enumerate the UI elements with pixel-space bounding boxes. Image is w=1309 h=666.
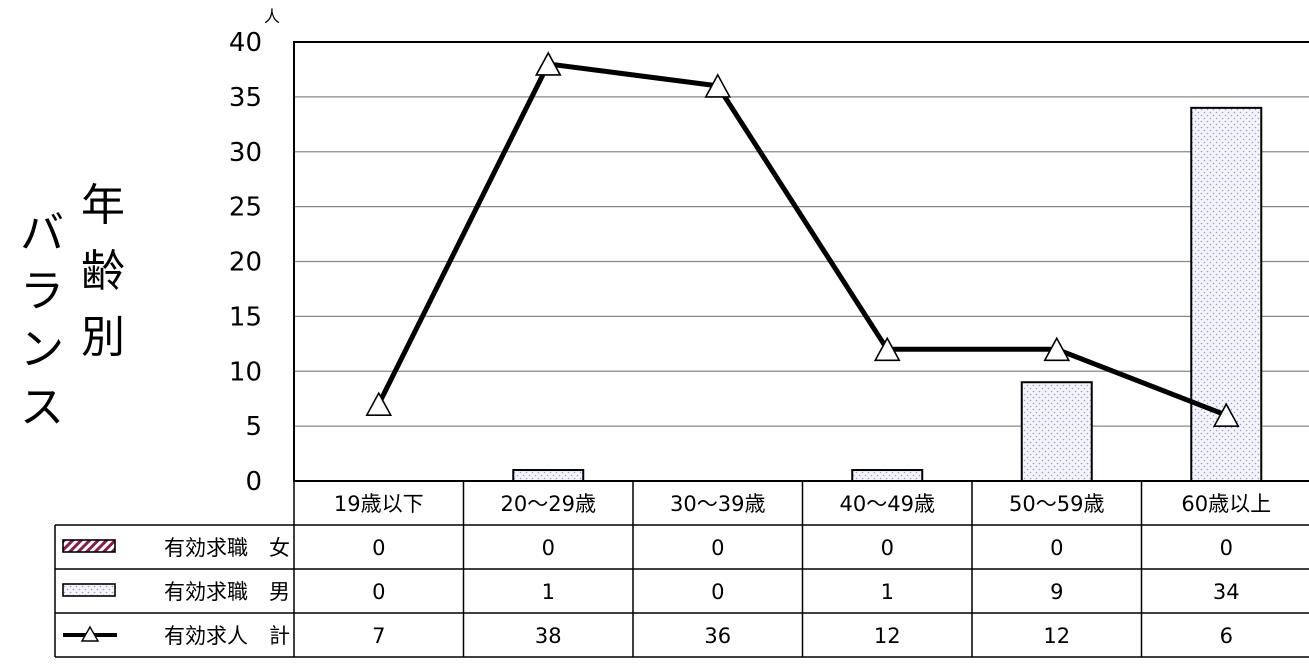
table-cell: 6 — [1220, 624, 1233, 648]
table-cell: 0 — [372, 580, 385, 604]
gridlines — [294, 96, 1309, 427]
table-cell: 0 — [1220, 536, 1233, 560]
line-point — [365, 391, 393, 416]
chart-title-char: ン — [20, 324, 64, 375]
bar — [1020, 381, 1093, 483]
table-cell: 0 — [711, 536, 724, 560]
chart-title-char: バ — [20, 208, 64, 259]
category-label: 50～59歳 — [1009, 492, 1104, 516]
table-cell: 0 — [711, 580, 724, 604]
y-tick-label: 5 — [245, 412, 262, 442]
series-line — [376, 61, 1228, 418]
line-point — [1043, 336, 1071, 362]
legend-key-marker — [80, 625, 100, 642]
legend-key — [62, 583, 116, 597]
table-cell: 12 — [874, 624, 901, 648]
category-label: 30～39歳 — [670, 492, 765, 516]
table-cell: 12 — [1043, 624, 1070, 648]
table-cell: 0 — [542, 536, 555, 560]
series-name: 有効求人 計 — [164, 624, 290, 648]
chart-title-char: ラ — [20, 266, 64, 317]
line-point — [534, 51, 562, 76]
y-axis-ticks: 0 5 10 15 20 25 30 35 40 — [229, 28, 262, 497]
bars — [512, 106, 1263, 483]
y-tick-label: 40 — [229, 28, 262, 58]
category-label: 20～29歳 — [501, 492, 596, 516]
y-tick-label: 30 — [229, 138, 262, 168]
chart-title-line-1: 年齢別 — [81, 180, 125, 363]
line-point — [1212, 402, 1240, 427]
series-name: 有効求職 女 — [164, 536, 290, 560]
category-label: 40～49歳 — [840, 492, 935, 516]
chart-title-char: ス — [20, 382, 64, 433]
chart-title-char: 齢 — [81, 246, 125, 297]
y-tick-label: 25 — [229, 193, 262, 223]
bar — [512, 469, 585, 482]
table-cell: 1 — [542, 580, 555, 604]
chart-title-char: 年 — [81, 180, 125, 231]
y-tick-label: 20 — [229, 248, 262, 278]
y-tick-label: 15 — [229, 302, 262, 332]
bar — [851, 469, 924, 482]
table-cell: 0 — [1050, 536, 1063, 560]
legend-key — [62, 539, 116, 553]
table-cell: 34 — [1213, 580, 1240, 604]
category-label: 60歳以上 — [1181, 492, 1271, 516]
table-cell: 0 — [372, 536, 385, 560]
y-tick-label: 10 — [229, 357, 262, 387]
series-name: 有効求職 男 — [164, 580, 290, 604]
category-label: 19歳以下 — [334, 492, 424, 516]
table-cell: 7 — [372, 624, 385, 648]
chart-title-char: 別 — [81, 312, 125, 363]
line-point — [873, 336, 901, 362]
y-tick-label: 0 — [245, 467, 262, 497]
table-cell: 0 — [881, 536, 894, 560]
table-cell: 9 — [1050, 580, 1063, 604]
y-axis-unit: 人 — [264, 7, 280, 26]
table-cell: 1 — [881, 580, 894, 604]
y-tick-label: 35 — [229, 83, 262, 113]
table-cell: 38 — [535, 624, 562, 648]
line-series — [365, 51, 1240, 427]
table-cell: 36 — [704, 624, 731, 648]
line-point — [704, 73, 732, 98]
